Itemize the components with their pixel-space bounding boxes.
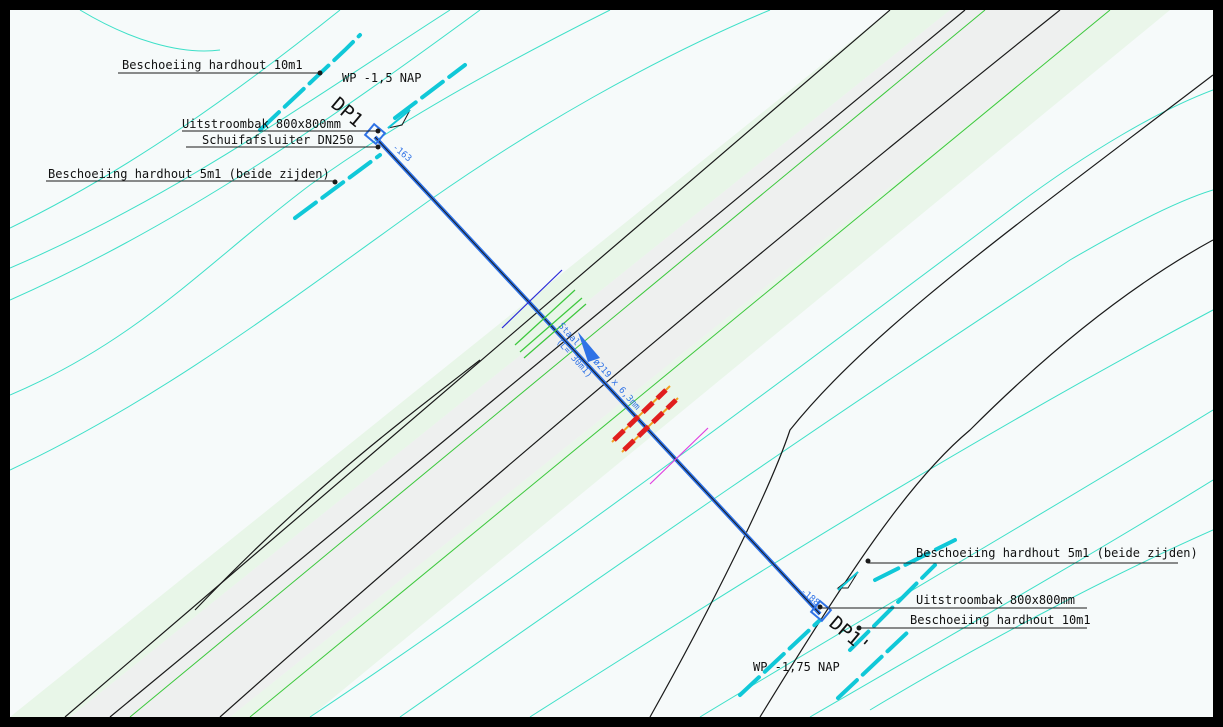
label-schuifafsluiter: Schuifafsluiter DN250 [202,133,354,147]
contour-lines [10,10,1213,717]
pipe-flow-arrow [578,332,600,362]
magenta-marker [649,427,709,485]
cad-canvas: Beschoeiing hardhout 10m1 WP -1,5 NAP Ui… [10,10,1213,717]
verge-band-left [10,10,950,717]
label-beschoeiing-5m1-top: Beschoeiing hardhout 5m1 (beide zijden) [48,167,330,181]
crossing-markers [501,269,709,485]
cad-drawing: Beschoeiing hardhout 10m1 WP -1,5 NAP Ui… [10,10,1213,717]
road-band [70,10,1110,717]
red-marker [611,385,679,453]
pipe [373,135,822,616]
label-beschoeiing-10m1-top: Beschoeiing hardhout 10m1 [122,58,303,72]
revetment-top [258,33,467,220]
outlet-box-top [363,122,387,146]
outline-lines [64,10,1213,717]
leader-dots [317,70,871,631]
label-beschoeiing-10m1-bottom: Beschoeiing hardhout 10m1 [910,613,1091,627]
label-uitstroombak-bottom: Uitstroombak 800x800mm [916,593,1075,607]
outlet-box-bottom [809,599,833,623]
blue-marker [501,269,563,329]
verge-band-right [230,10,1170,717]
label-level-top: -163 [390,143,413,165]
leader-lines [46,72,1178,629]
label-uitstroombak-top: Uitstroombak 800x800mm [182,117,341,131]
label-wp-top: WP -1,5 NAP [342,71,421,85]
label-wp-bottom: WP -1,75 NAP [753,660,840,674]
green-marker [514,289,587,359]
label-beschoeiing-5m1-bottom: Beschoeiing hardhout 5m1 (beide zijden) [916,546,1198,560]
green-lines [129,10,1111,717]
